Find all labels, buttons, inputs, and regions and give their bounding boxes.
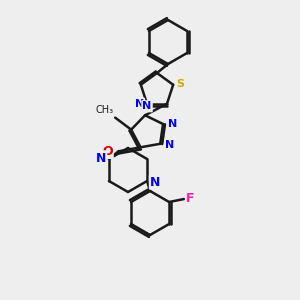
- Text: CH₃: CH₃: [95, 105, 113, 115]
- Text: N: N: [142, 101, 152, 111]
- Text: N: N: [135, 99, 144, 109]
- Text: F: F: [186, 193, 195, 206]
- Text: O: O: [102, 145, 112, 158]
- Text: N: N: [168, 119, 177, 129]
- Text: N: N: [96, 152, 106, 164]
- Text: S: S: [176, 79, 184, 89]
- Text: N: N: [165, 140, 175, 150]
- Text: N: N: [150, 176, 160, 188]
